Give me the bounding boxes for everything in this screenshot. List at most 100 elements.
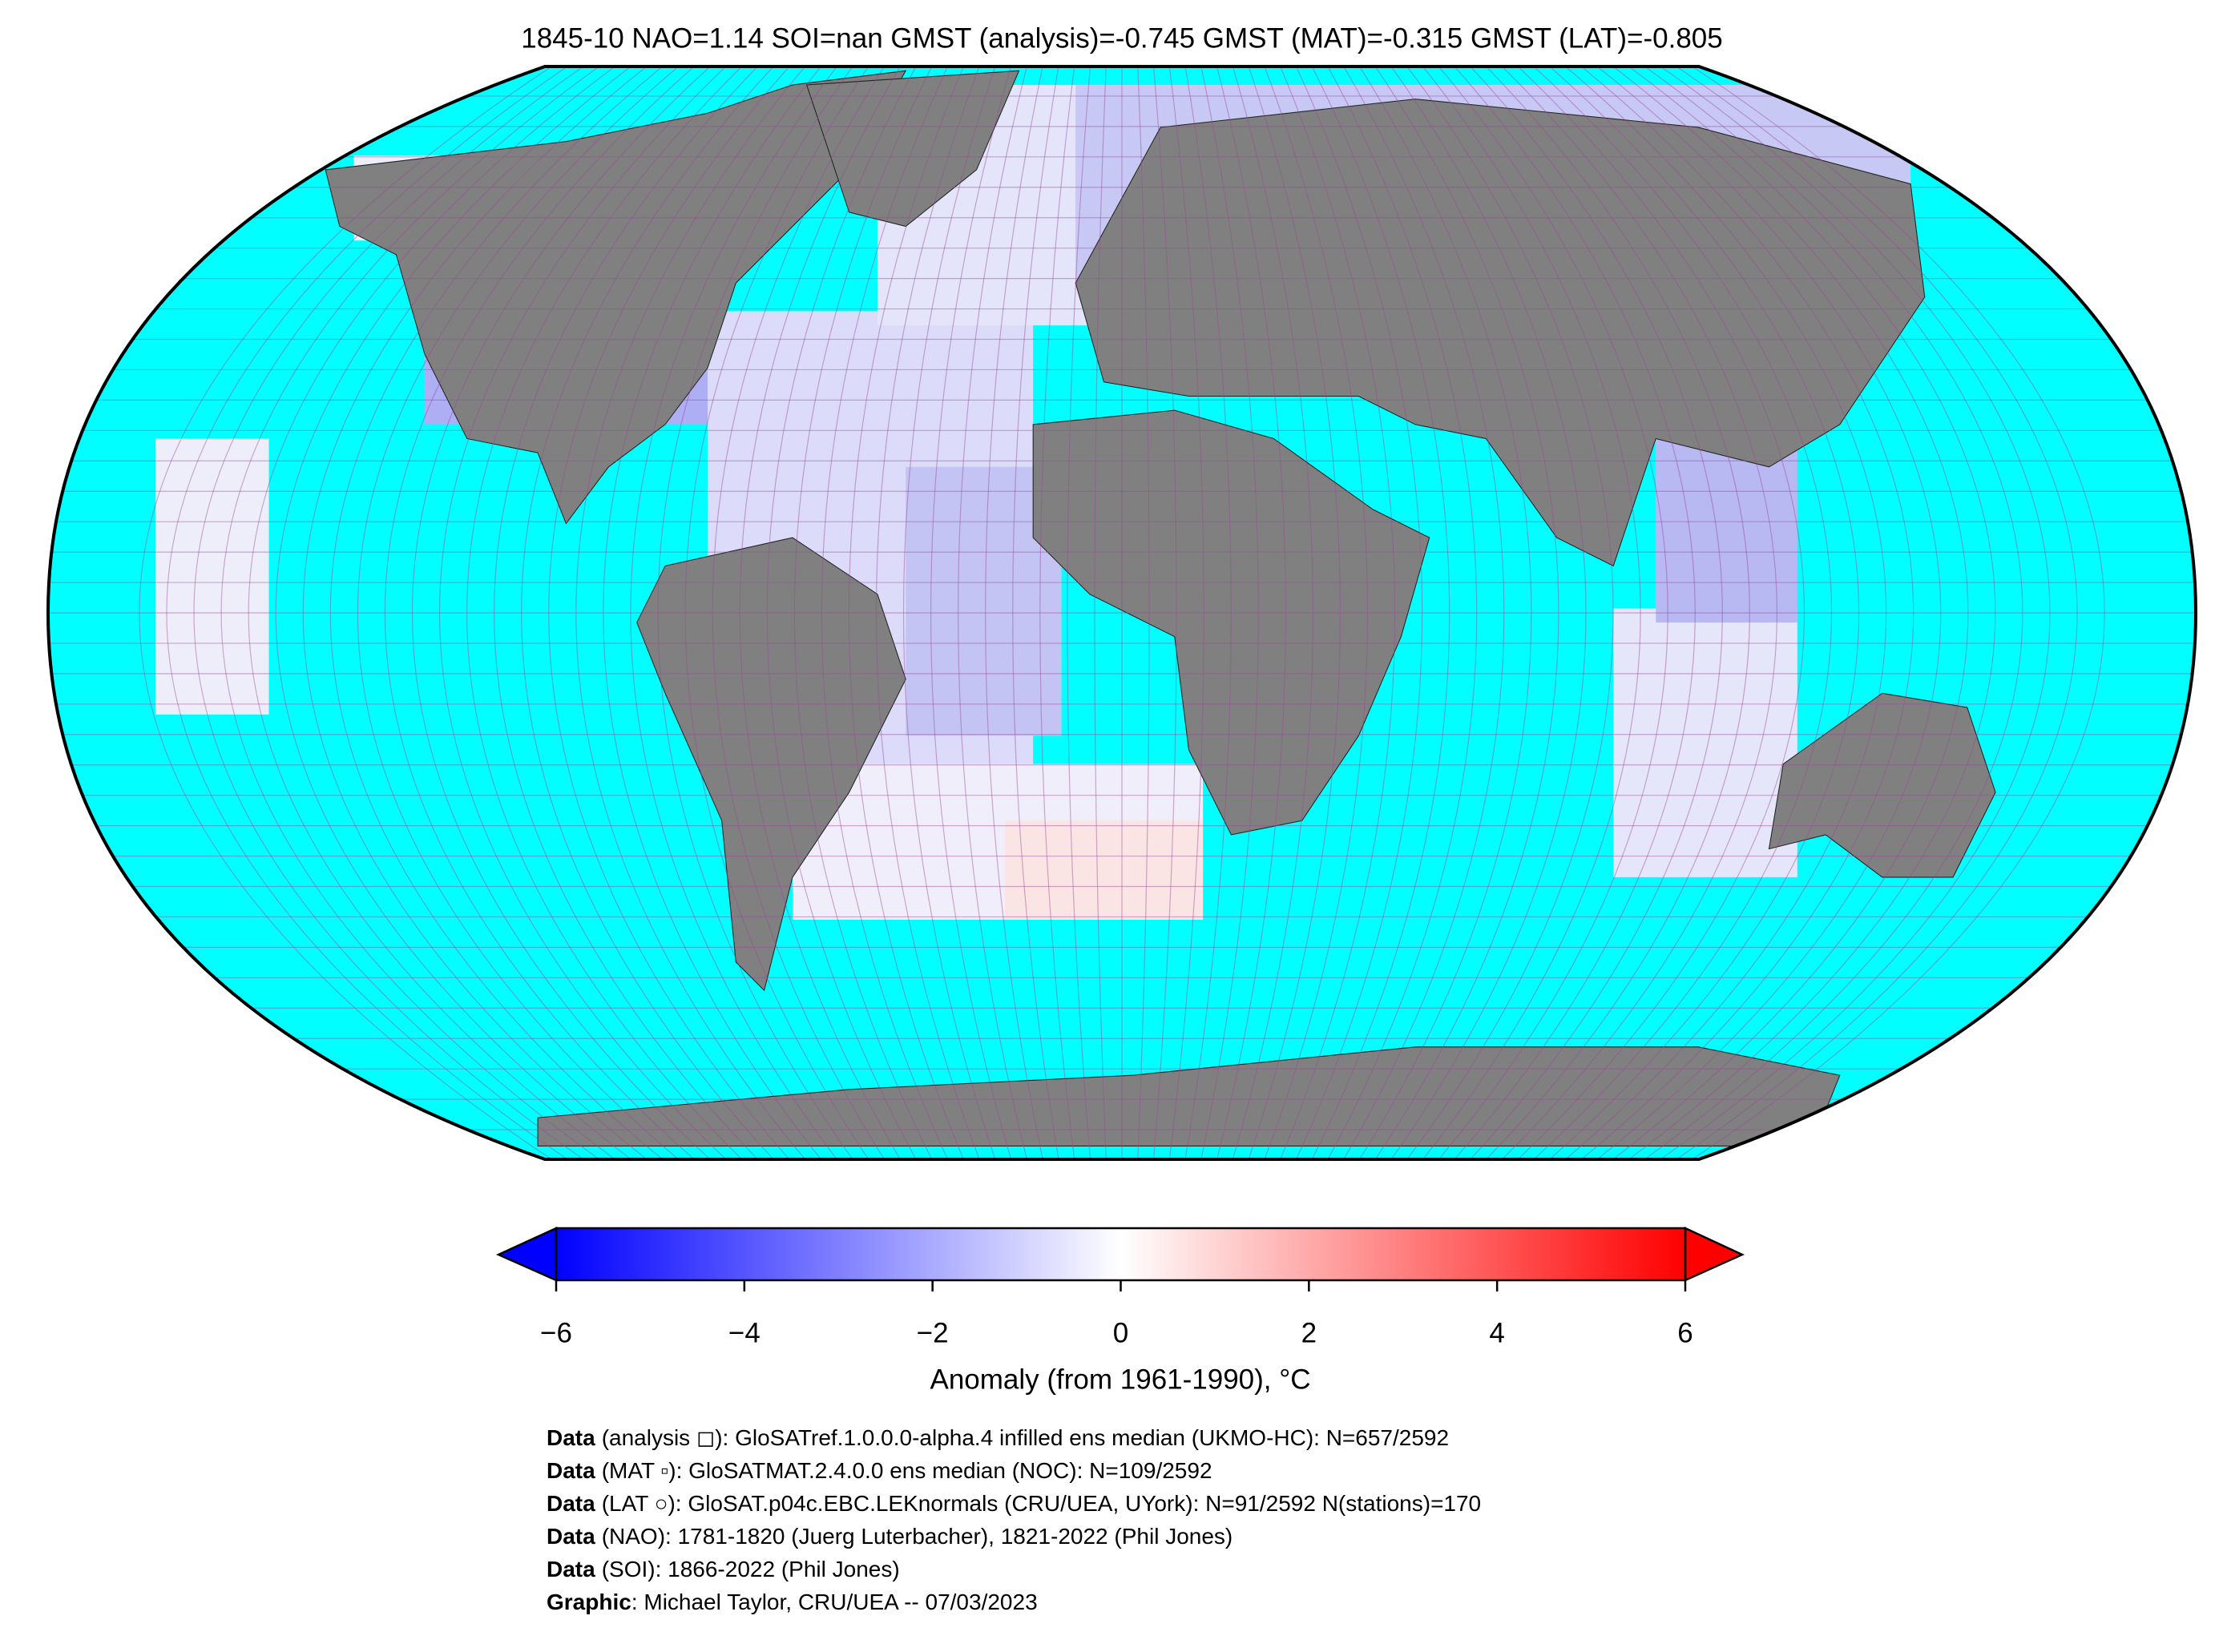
meridian <box>1548 66 1859 1159</box>
meridian <box>439 66 728 1159</box>
colorbar-tick-label: 0 <box>1113 1317 1128 1348</box>
meridian <box>1012 66 1059 1159</box>
meridian <box>466 66 743 1159</box>
credits: Data (analysis ◻): GloSATref.1.0.0.0-alph… <box>547 1425 1481 1614</box>
meridian <box>875 66 981 1159</box>
meridian <box>329 66 664 1159</box>
credit-line: Data (NAO): 1781-1820 (Juerg Luterbacher)… <box>547 1524 1233 1549</box>
colorbar-tick-label: 6 <box>1677 1317 1692 1348</box>
colorbar-tick-label: −6 <box>540 1317 572 1348</box>
meridian <box>575 66 806 1159</box>
meridian <box>521 66 775 1159</box>
meridian <box>139 66 554 1159</box>
meridian <box>275 66 632 1159</box>
meridian <box>1184 66 1232 1159</box>
credit-line: Data (analysis ◻): GloSATref.1.0.0.0-alph… <box>547 1425 1449 1450</box>
meridian <box>1263 66 1369 1159</box>
credit-line: Graphic: Michael Taylor, CRU/UEA -- 07/0… <box>547 1590 1038 1614</box>
meridian <box>712 66 886 1159</box>
meridian <box>630 66 838 1159</box>
credit-text: (analysis ◻): GloSATref.1.0.0.0-alpha.4 … <box>602 1425 1449 1450</box>
meridian <box>902 66 996 1159</box>
credit-text: (SOI): 1866-2022 (Phil Jones) <box>602 1557 900 1581</box>
meridian <box>548 66 791 1159</box>
credit-text: (LAT ○): GloSAT.p04c.EBC.LEKnormals (CRU… <box>602 1491 1481 1516</box>
credit-text: (MAT ▫): GloSATMAT.2.4.0.0 ens median (N… <box>602 1458 1212 1483</box>
colorbar: Anomaly (from 1961-1990), °C −6 −4 −2 0 2 4 6 <box>495 1227 1745 1395</box>
meridian <box>985 66 1043 1159</box>
credit-line: Data (MAT ▫): GloSATMAT.2.4.0.0 ens media… <box>547 1458 1212 1483</box>
colorbar-tick-label: 4 <box>1489 1317 1504 1348</box>
colorbar-extend-low <box>495 1227 558 1282</box>
meridian <box>1094 66 1107 1159</box>
meridian <box>603 66 822 1159</box>
meridian <box>1627 66 1996 1159</box>
credit-label: Data <box>547 1491 595 1516</box>
meridian <box>1580 66 1914 1159</box>
meridian <box>1358 66 1532 1159</box>
meridian <box>412 66 712 1159</box>
land <box>325 70 1996 1146</box>
meridian <box>1216 66 1286 1159</box>
meridian <box>1563 66 1887 1159</box>
meridian <box>1406 66 1614 1159</box>
colorbar-tick-label: −2 <box>917 1317 949 1348</box>
meridian <box>1422 66 1641 1159</box>
meridian <box>1248 66 1341 1159</box>
meridian <box>1532 66 1832 1159</box>
meridian <box>848 66 965 1159</box>
credit-label: Graphic <box>547 1590 631 1614</box>
meridian <box>1612 66 1969 1159</box>
meridian <box>739 66 902 1159</box>
credit-label: Data <box>547 1524 595 1549</box>
meridian <box>1137 66 1150 1159</box>
meridian <box>1342 66 1505 1159</box>
meridian <box>193 66 585 1159</box>
meridian <box>1690 66 2105 1159</box>
meridian <box>357 66 680 1159</box>
colorbar-tick-label: 2 <box>1301 1317 1317 1348</box>
meridian <box>1200 66 1259 1159</box>
meridian <box>1659 66 2051 1159</box>
colorbar-extend-high <box>1684 1227 1745 1282</box>
meridian <box>1279 66 1396 1159</box>
credit-line: Data (LAT ○): GloSAT.p04c.EBC.LEKnormals … <box>547 1491 1481 1516</box>
meridian <box>684 66 869 1159</box>
meridian <box>1232 66 1314 1159</box>
meridian <box>1453 66 1696 1159</box>
meridian <box>1374 66 1559 1159</box>
map <box>48 66 2196 1159</box>
credit-text: : Michael Taylor, CRU/UEA -- 07/03/2023 <box>631 1590 1038 1614</box>
meridian <box>248 66 617 1159</box>
meridian <box>1675 66 2078 1159</box>
meridian <box>166 66 569 1159</box>
colorbar-gradient <box>555 1227 1687 1282</box>
meridian <box>1438 66 1668 1159</box>
meridian <box>1596 66 1942 1159</box>
meridian <box>1516 66 1805 1159</box>
meridian <box>1295 66 1423 1159</box>
credit-label: Data <box>547 1557 595 1581</box>
meridian <box>1501 66 1777 1159</box>
colorbar-tick-label: −4 <box>728 1317 761 1348</box>
meridian <box>657 66 854 1159</box>
meridian <box>1390 66 1587 1159</box>
meridian <box>220 66 601 1159</box>
credit-text: (NAO): 1781-1820 (Juerg Luterbacher), 18… <box>602 1524 1233 1549</box>
map-border <box>46 65 2198 1161</box>
title: 1845-10 NAO=1.14 SOI=nan GMST (analysis)… <box>521 22 1722 54</box>
meridian <box>1643 66 2023 1159</box>
meridian <box>1311 66 1450 1159</box>
meridian <box>1168 66 1204 1159</box>
graticule <box>48 66 2196 1159</box>
colorbar-label: Anomaly (from 1961-1990), °C <box>930 1364 1310 1395</box>
meridian <box>793 66 933 1159</box>
meridian <box>766 66 918 1159</box>
meridian <box>302 66 648 1159</box>
meridian <box>1039 66 1075 1159</box>
meridian <box>1485 66 1750 1159</box>
meridian <box>385 66 696 1159</box>
meridian <box>1326 66 1478 1159</box>
